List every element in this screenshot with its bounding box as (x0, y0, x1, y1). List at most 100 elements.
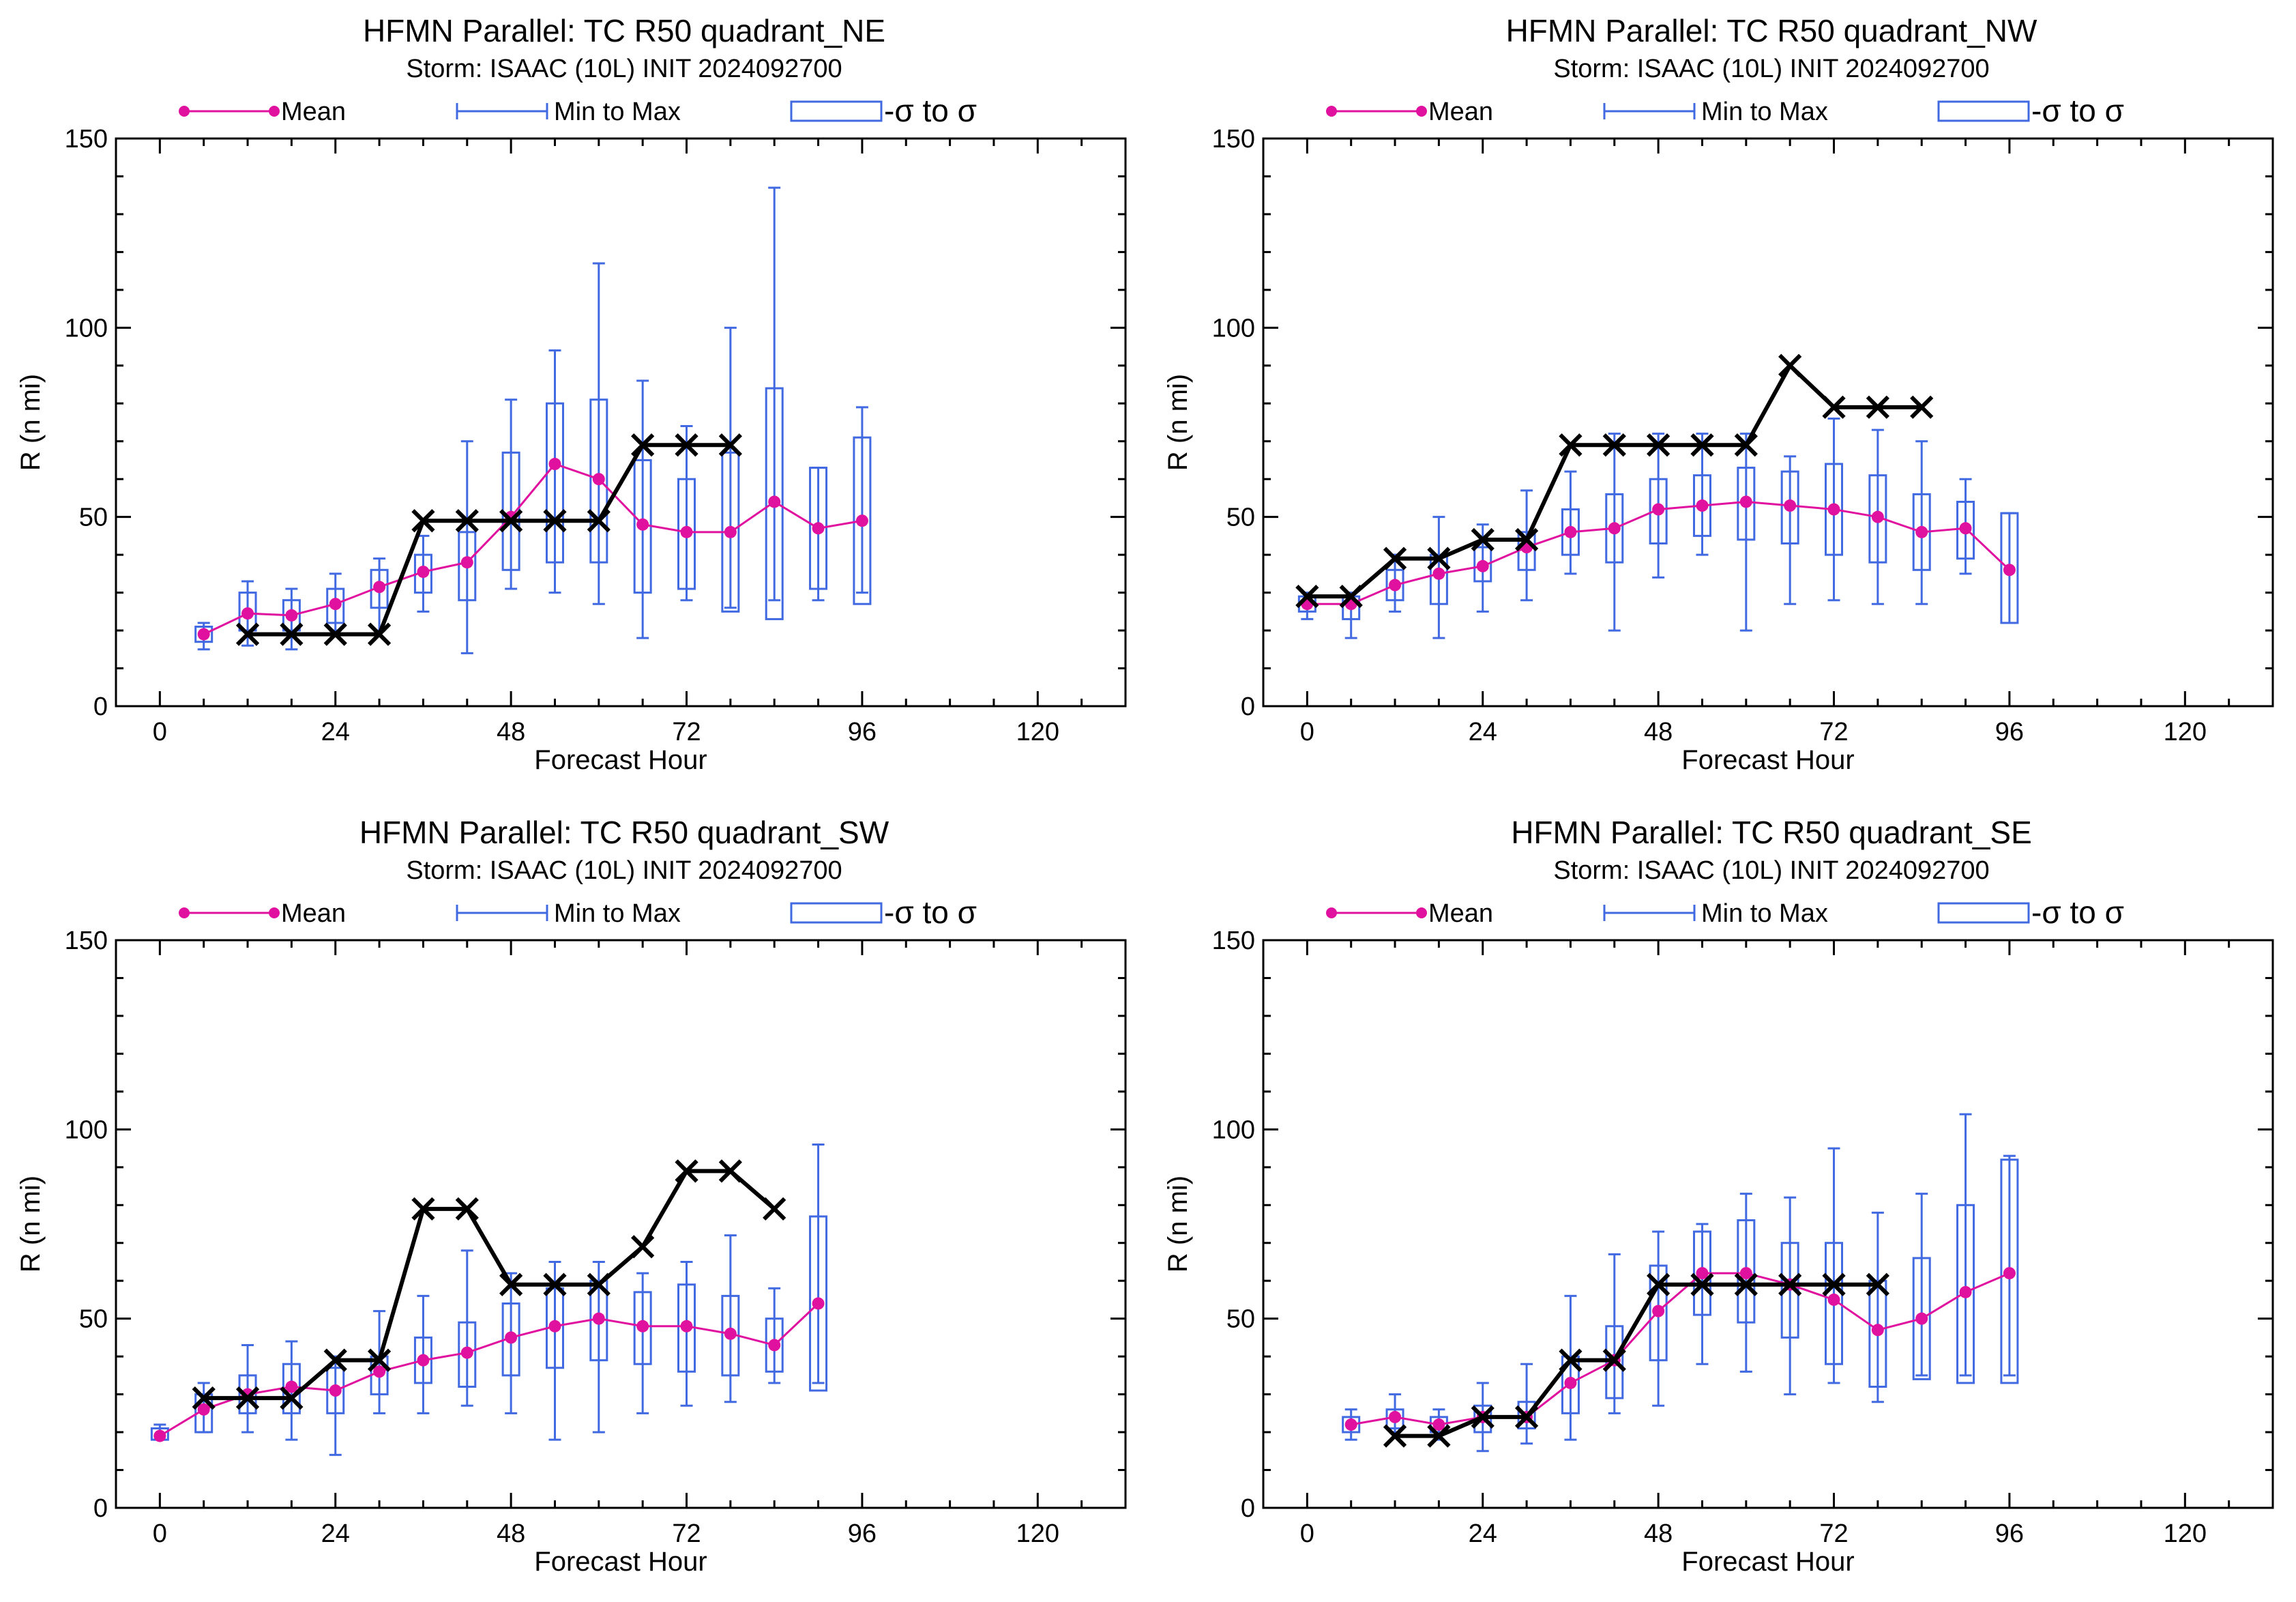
chart-panel-0: HFMN Parallel: TC R50 quadrant_NE Storm: … (16, 13, 1127, 775)
y-axis-label: R (n mi) (1163, 374, 1193, 471)
x-tick-label: 96 (848, 1519, 877, 1548)
plot-frame (115, 939, 1127, 1509)
x-tick-label: 72 (672, 718, 701, 746)
obs-point (675, 1159, 698, 1183)
legend-minmax-label: Min to Max (554, 899, 681, 928)
chart-subtitle: Storm: ISAAC (10L) INIT 2024092700 (406, 55, 842, 83)
obs-point (1690, 1272, 1714, 1296)
obs-point (1602, 433, 1626, 457)
chart-title: HFMN Parallel: TC R50 quadrant_SE (1511, 815, 2032, 850)
mean-point (1959, 522, 1972, 535)
mean-series-line (1351, 1272, 2010, 1426)
mean-point (1784, 499, 1797, 512)
mean-point (2003, 1267, 2016, 1280)
obs-point (367, 622, 392, 646)
legend-mean-marker (1416, 907, 1427, 918)
mean-point (417, 566, 430, 579)
mean-point (1827, 1293, 1840, 1306)
legend-mean-marker (1416, 106, 1427, 117)
x-tick-label: 96 (1995, 1519, 2024, 1548)
legend-mean-label: Mean (281, 899, 346, 928)
x-tick-label: 0 (1300, 1519, 1314, 1548)
mean-point (1696, 499, 1709, 512)
plot-frame (115, 137, 1127, 708)
obs-point (1383, 547, 1407, 570)
x-tick-label: 72 (1819, 718, 1848, 746)
mean-point (592, 1312, 605, 1325)
mean-point (1871, 510, 1884, 523)
chart-panel-2: HFMN Parallel: TC R50 quadrant_SW Storm: … (16, 815, 1127, 1577)
y-tick-label: 150 (65, 927, 108, 955)
mean-point (1432, 567, 1445, 580)
obs-point (1339, 585, 1363, 609)
obs-point (323, 1348, 347, 1372)
obs-point (1778, 1272, 1802, 1296)
mean-point (1389, 579, 1402, 592)
y-tick-label: 100 (65, 314, 108, 343)
legend-sigma-label: -σ to σ (884, 93, 977, 128)
mean-point (460, 1346, 473, 1359)
mean-point (373, 1365, 386, 1378)
obs-point (1734, 1272, 1758, 1296)
mean-series-line (203, 463, 863, 635)
obs-point (280, 622, 304, 646)
obs-point (718, 1159, 742, 1183)
mean-point (1564, 525, 1577, 538)
x-tick-label: 72 (672, 1519, 701, 1548)
obs-point (1295, 585, 1319, 609)
obs-point (1602, 1348, 1626, 1372)
legend-mean-marker (1326, 106, 1337, 117)
obs-point (367, 1348, 392, 1372)
obs-point (1514, 527, 1539, 552)
x-tick-label: 0 (153, 718, 167, 746)
legend-minmax-label: Min to Max (1701, 899, 1828, 928)
x-tick-label: 48 (497, 718, 525, 746)
obs-point (543, 509, 567, 533)
x-tick-label: 48 (1644, 1519, 1673, 1548)
mean-point (812, 522, 825, 535)
legend-sigma-box (790, 902, 883, 924)
chart-panel-3: HFMN Parallel: TC R50 quadrant_SE Storm: … (1163, 815, 2274, 1577)
mean-point (1739, 495, 1752, 508)
y-tick-label: 100 (1212, 1116, 1255, 1144)
x-axis-label: Forecast Hour (534, 1547, 707, 1577)
mean-point (1871, 1324, 1884, 1337)
legend-mean-marker (1326, 907, 1337, 918)
legend-mean-marker (269, 106, 280, 117)
mean-point (768, 495, 781, 508)
y-tick-label: 100 (65, 1116, 108, 1144)
obs-point (499, 509, 523, 533)
chart-title: HFMN Parallel: TC R50 quadrant_SW (359, 815, 889, 850)
legend-mean-label: Mean (1428, 98, 1493, 126)
legend-sigma-box (1937, 100, 2030, 122)
legend-mean-marker (179, 106, 190, 117)
mean-point (636, 518, 649, 531)
mean-point (197, 1403, 210, 1416)
obs-point (411, 509, 435, 533)
mean-point (592, 473, 605, 486)
y-tick-label: 50 (1226, 1305, 1255, 1334)
mean-series-line (159, 1302, 819, 1437)
mean-point (548, 458, 561, 471)
obs-point (543, 1272, 567, 1296)
obs-point (1822, 1272, 1846, 1296)
mean-point (285, 1380, 298, 1393)
obs-point (1559, 433, 1583, 457)
mean-point (505, 1331, 518, 1344)
y-tick-label: 50 (1226, 504, 1255, 532)
obs-point (1514, 1405, 1539, 1429)
x-tick-label: 24 (1469, 1519, 1497, 1548)
x-axis-label: Forecast Hour (1681, 745, 1854, 775)
y-axis-label: R (n mi) (16, 374, 46, 471)
x-tick-label: 120 (1016, 1519, 1059, 1548)
mean-point (153, 1429, 166, 1442)
obs-point (763, 1197, 786, 1221)
mean-point (1827, 503, 1840, 516)
x-tick-label: 24 (321, 1519, 350, 1548)
obs-series-line (1395, 1282, 1878, 1438)
mean-point (373, 581, 386, 594)
obs-point (675, 433, 698, 457)
mean-point (548, 1320, 561, 1332)
mean-point (1389, 1410, 1402, 1423)
